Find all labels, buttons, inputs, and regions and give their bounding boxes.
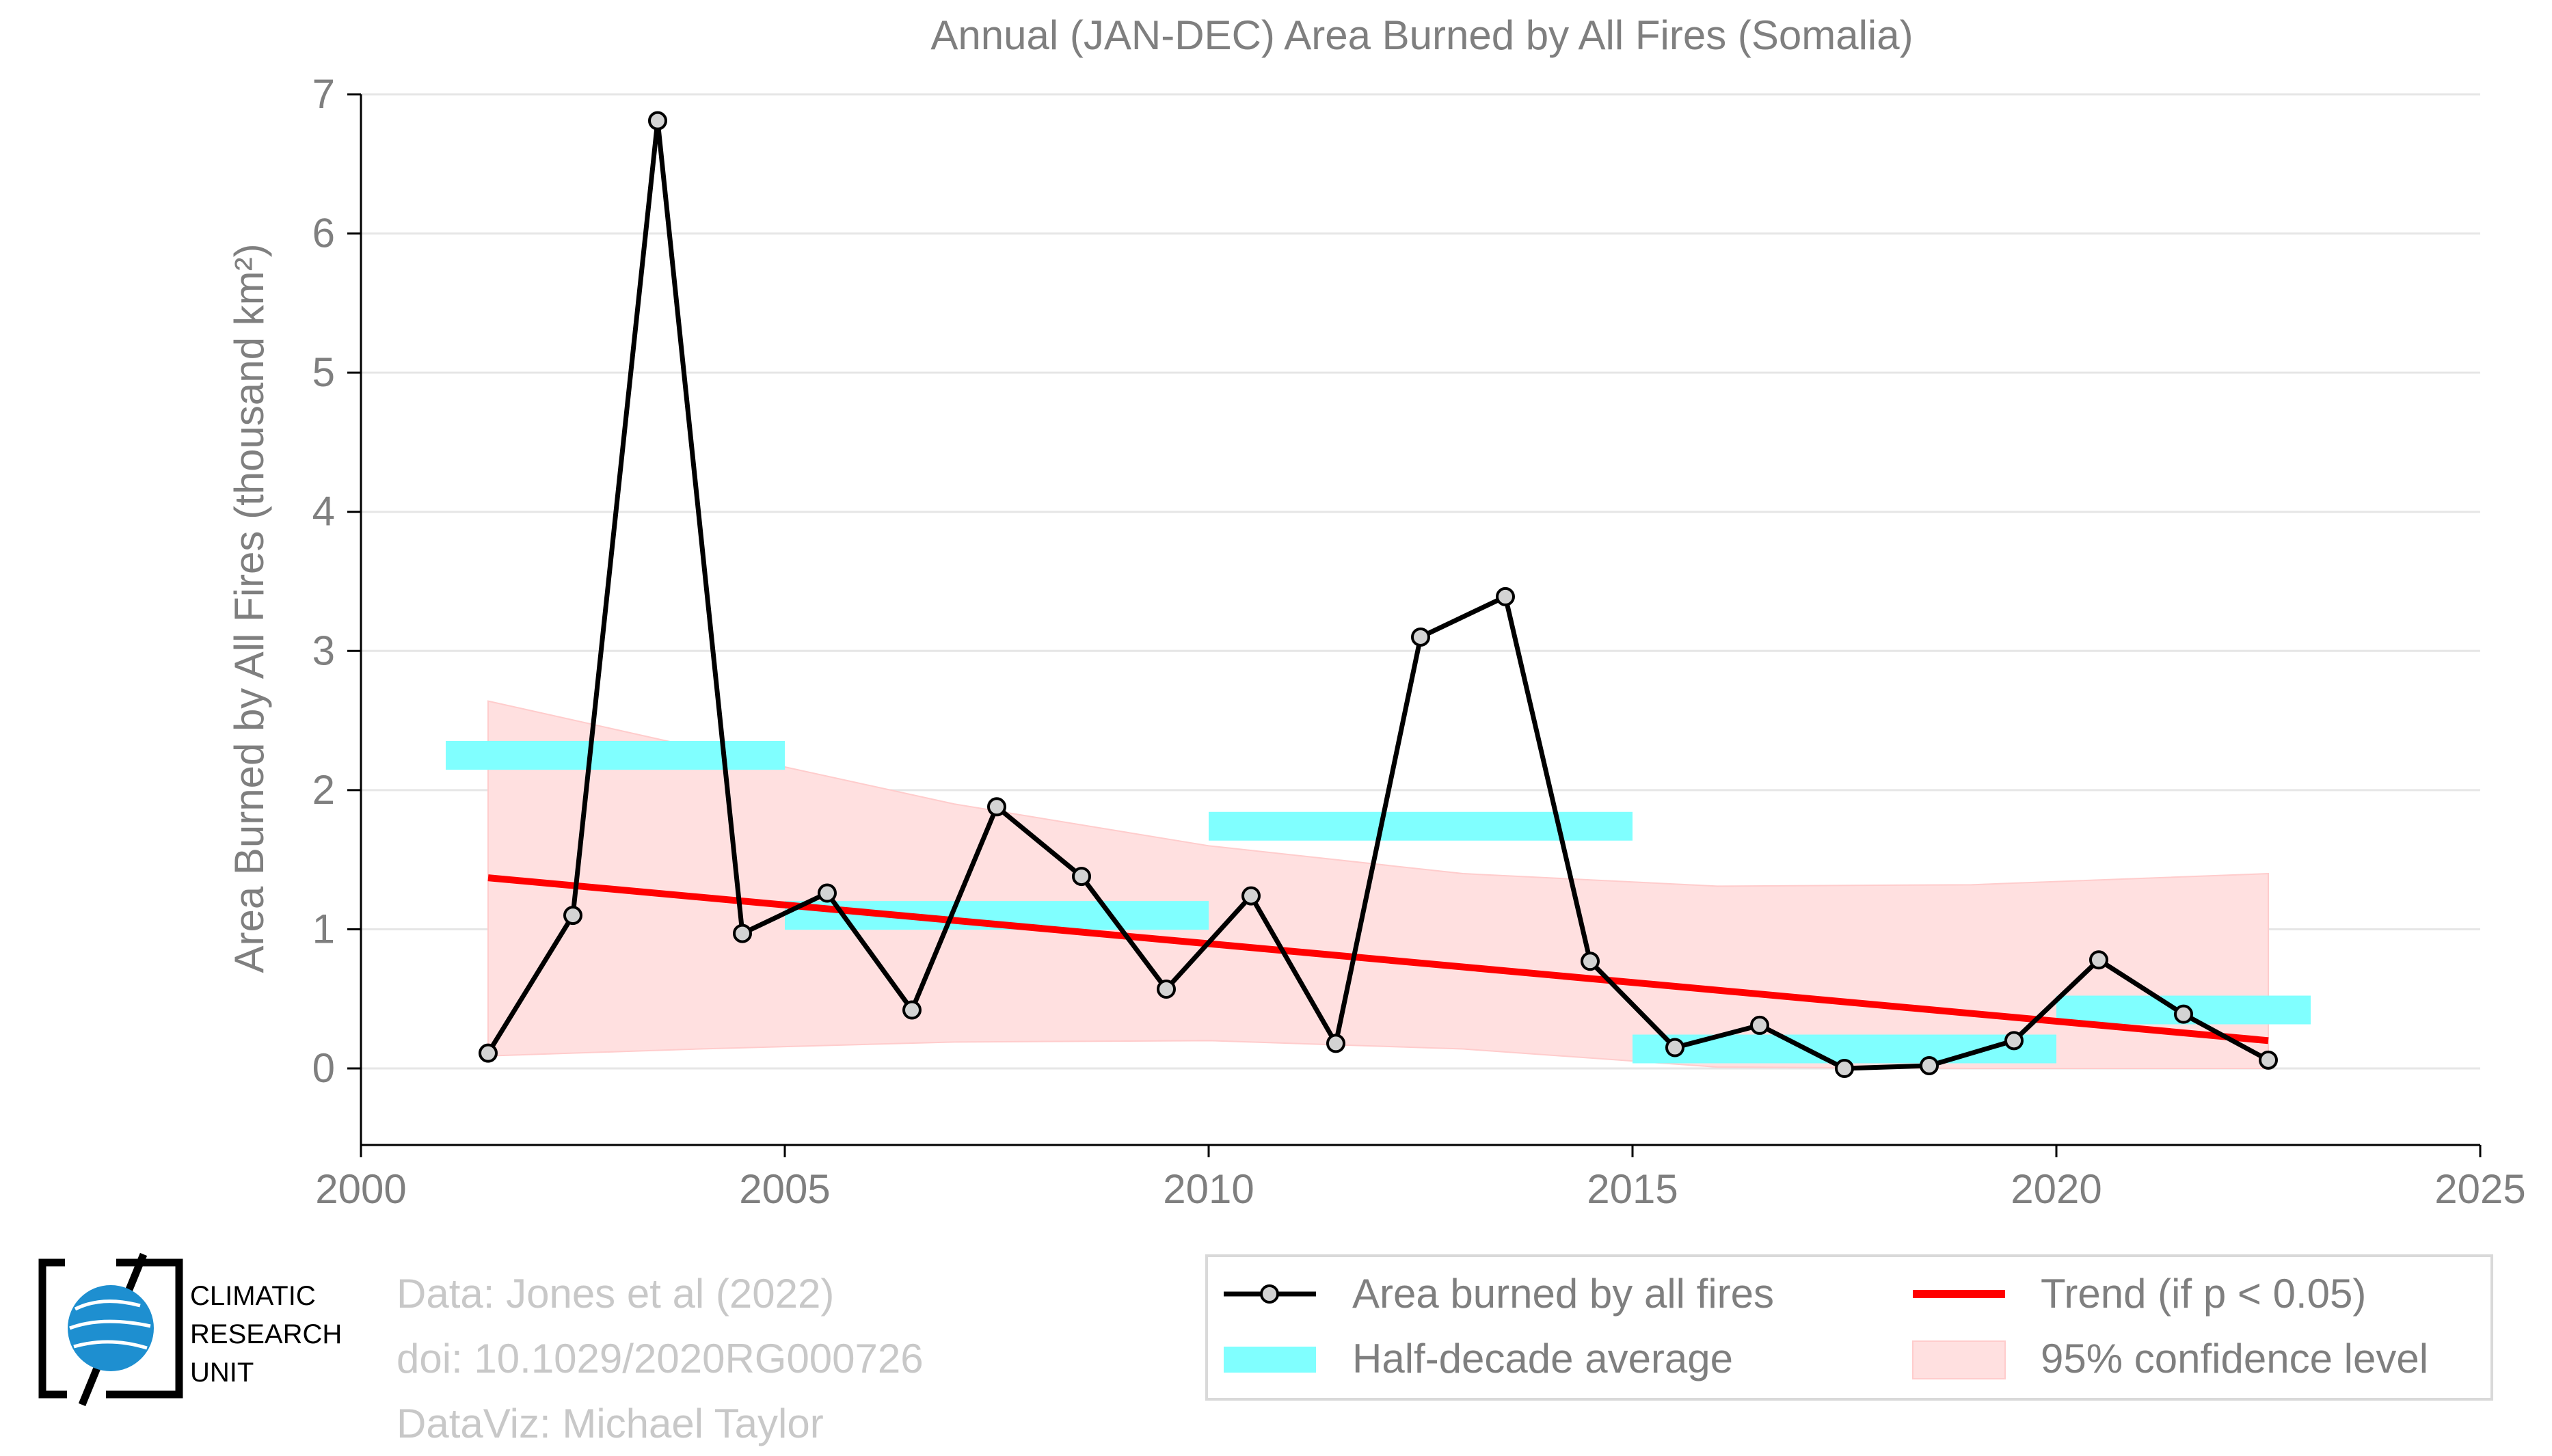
data-point — [1326, 1034, 1345, 1053]
legend-half-swatch — [1224, 1347, 1316, 1373]
y-tick-label: 2 — [312, 767, 335, 813]
data-point — [1241, 886, 1261, 906]
chart-title: Annual (JAN-DEC) Area Burned by All Fire… — [930, 12, 1913, 58]
data-point — [987, 797, 1006, 817]
data-point — [2004, 1031, 2024, 1051]
data-point — [1581, 952, 1600, 971]
data-point — [648, 111, 667, 131]
y-axis-label: Area Burned by All Fires (thousand km²) — [226, 243, 272, 973]
credit-line-doi: doi: 10.1029/2020RG000726 — [397, 1336, 924, 1381]
legend-label-half: Half-decade average — [1352, 1336, 1733, 1381]
legend-marker-swatch — [1260, 1284, 1279, 1304]
trend-layer — [487, 874, 2269, 1044]
credit-line-data: Data: Jones et al (2022) — [397, 1271, 835, 1317]
x-tick-label: 2010 — [1163, 1166, 1254, 1212]
data-point — [2174, 1004, 2193, 1024]
legend: Area burned by all fires Half-decade ave… — [1205, 1254, 2493, 1401]
axes: 0 1 2 3 4 5 6 7 2000 2005 2010 2015 2020 2025 — [312, 71, 2526, 1212]
data-point — [1496, 587, 1515, 606]
legend-label-conf: 95% confidence level — [2041, 1336, 2428, 1381]
legend-label-trend: Trend (if p < 0.05) — [2041, 1271, 2366, 1317]
data-point — [1920, 1055, 1939, 1075]
legend-box — [1205, 1254, 2493, 1401]
credit-line-dataviz: DataViz: Michael Taylor — [397, 1401, 824, 1446]
globe-icon — [68, 1285, 154, 1371]
data-point — [902, 1000, 922, 1020]
series-line — [486, 118, 2270, 1071]
x-tick-label: 2005 — [739, 1166, 830, 1212]
cru-text-line: CLIMATIC — [190, 1281, 316, 1311]
y-tick-label: 6 — [312, 211, 335, 256]
data-point — [1157, 979, 1176, 999]
cru-logo — [38, 1252, 183, 1407]
x-tick-label: 2015 — [1587, 1166, 1678, 1212]
data-point — [479, 1043, 498, 1063]
data-point — [563, 906, 582, 926]
y-tick-label: 1 — [312, 906, 335, 952]
data-point — [1835, 1059, 1854, 1079]
y-tick-label: 0 — [312, 1045, 335, 1091]
data-point — [1411, 627, 1430, 647]
data-point — [733, 924, 752, 943]
data-point — [1665, 1038, 1684, 1057]
legend-conf-swatch — [1912, 1340, 2006, 1379]
y-tick-label: 5 — [312, 349, 335, 395]
cru-logo-text: CLIMATIC RESEARCH UNIT — [190, 1277, 342, 1392]
cru-text-line: UNIT — [190, 1358, 254, 1388]
y-tick-label: 4 — [312, 489, 335, 535]
trend-line — [487, 874, 2269, 1044]
data-point — [818, 883, 837, 903]
data-point — [1072, 867, 1091, 887]
x-tick-label: 2000 — [315, 1166, 406, 1212]
data-point — [2259, 1050, 2278, 1070]
x-tick-label: 2025 — [2434, 1166, 2525, 1212]
y-tick-label: 7 — [312, 71, 335, 117]
series-line-layer — [479, 111, 2278, 1079]
x-tick-label: 2020 — [2011, 1166, 2101, 1212]
data-point — [1750, 1015, 1769, 1035]
y-tick-label: 3 — [312, 628, 335, 673]
cru-text-line: RESEARCH — [190, 1319, 342, 1349]
legend-label-area: Area burned by all fires — [1352, 1271, 1774, 1317]
data-point — [2089, 950, 2108, 970]
credits: Data: Jones et al (2022) doi: 10.1029/20… — [397, 1261, 924, 1456]
